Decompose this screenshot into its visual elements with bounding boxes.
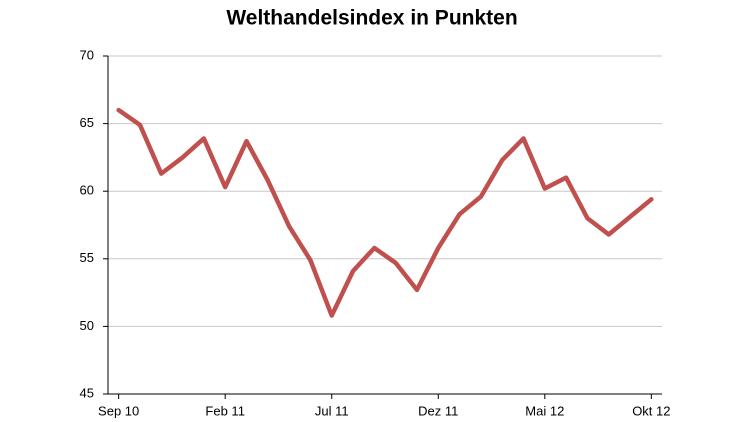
x-tick-label: Dez 11 (418, 403, 458, 418)
y-tick-label: 55 (80, 250, 94, 265)
y-tick-label: 70 (80, 47, 94, 62)
x-tick-label: Mai 12 (525, 403, 564, 418)
x-tick-label: Okt 12 (632, 403, 670, 418)
y-tick-label: 60 (80, 183, 94, 198)
chart-title: Welthandelsindex in Punkten (226, 7, 517, 30)
y-tick-label: 45 (80, 385, 94, 400)
y-tick-label: 50 (80, 318, 94, 333)
x-tick-label: Sep 10 (98, 403, 139, 418)
line-series (116, 107, 654, 318)
x-tick-label: Jul 11 (315, 403, 349, 418)
x-tick-label: Feb 11 (205, 403, 245, 418)
y-tick-label: 65 (80, 115, 94, 130)
